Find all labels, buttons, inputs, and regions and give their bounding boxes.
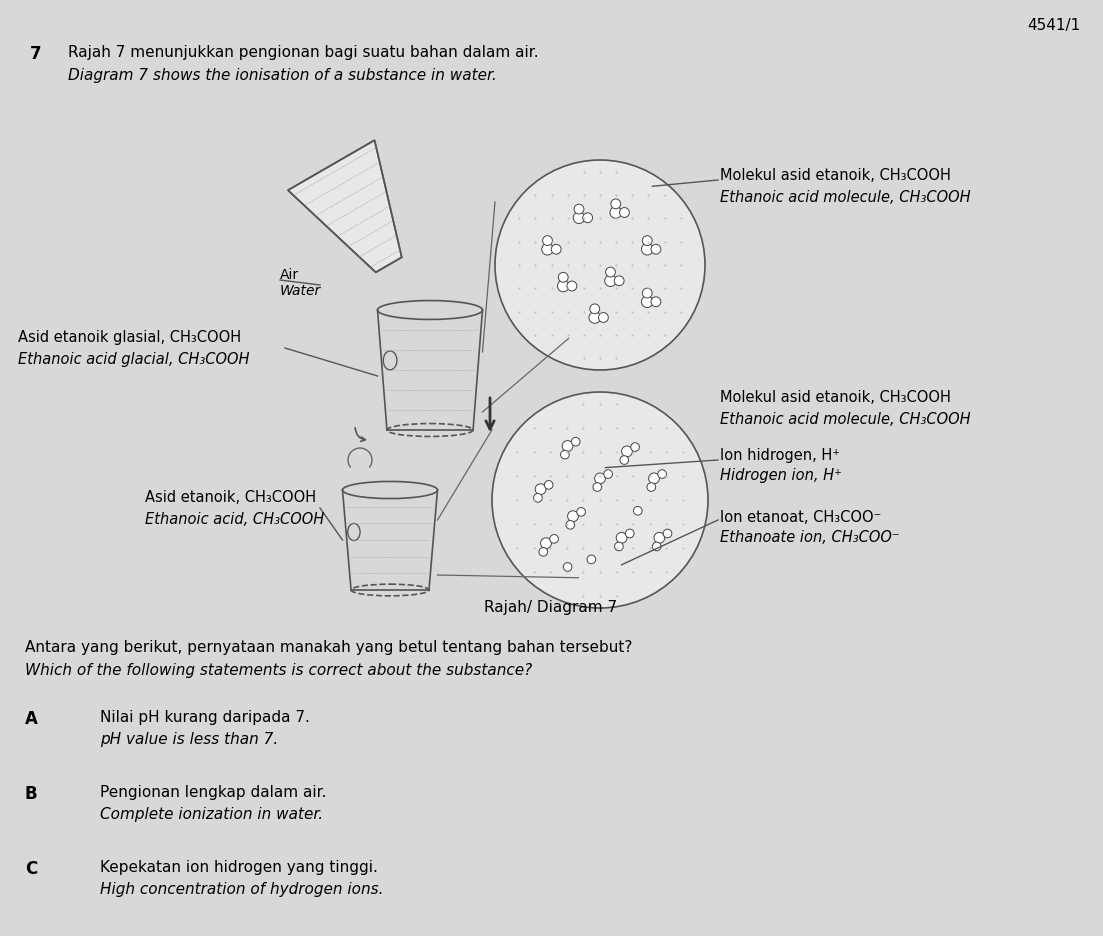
Text: Ethanoic acid glacial, CH₃COOH: Ethanoic acid glacial, CH₃COOH [18,352,249,367]
Text: Complete ionization in water.: Complete ionization in water. [100,807,323,822]
Text: Air: Air [280,268,299,282]
Text: Asid etanoik, CH₃COOH: Asid etanoik, CH₃COOH [144,490,317,505]
Circle shape [552,244,561,255]
Circle shape [603,470,612,478]
Circle shape [563,441,572,451]
Circle shape [642,236,652,245]
Circle shape [614,542,623,550]
Circle shape [535,484,546,494]
Text: Nilai pH kurang daripada 7.: Nilai pH kurang daripada 7. [100,710,310,725]
Circle shape [657,470,666,478]
Circle shape [558,272,568,283]
Text: Water: Water [280,284,321,298]
Circle shape [651,244,661,255]
Circle shape [620,456,629,464]
Text: Molekul asid etanoik, CH₃COOH: Molekul asid etanoik, CH₃COOH [720,390,951,405]
Circle shape [614,276,624,285]
Circle shape [590,304,600,314]
Circle shape [492,392,708,608]
Text: pH value is less than 7.: pH value is less than 7. [100,732,278,747]
Circle shape [540,538,552,548]
Circle shape [654,533,665,543]
Circle shape [574,204,583,214]
Circle shape [543,236,553,245]
Circle shape [534,493,543,502]
Circle shape [587,555,596,563]
Ellipse shape [383,351,397,370]
Circle shape [568,511,578,521]
Circle shape [642,288,652,298]
Circle shape [642,243,653,255]
Circle shape [651,297,661,307]
Circle shape [652,542,661,550]
Text: Diagram 7 shows the ionisation of a substance in water.: Diagram 7 shows the ionisation of a subs… [68,68,496,83]
Circle shape [625,529,634,538]
Circle shape [545,480,553,490]
Circle shape [539,548,547,556]
Text: 7: 7 [30,45,42,63]
Circle shape [542,243,554,255]
Text: Asid etanoik glasial, CH₃COOH: Asid etanoik glasial, CH₃COOH [18,330,242,345]
Text: Hidrogen ion, H⁺: Hidrogen ion, H⁺ [720,468,842,483]
Circle shape [633,506,642,515]
Text: 4541/1: 4541/1 [1027,18,1080,33]
Text: Ethanoic acid molecule, CH₃COOH: Ethanoic acid molecule, CH₃COOH [720,190,971,205]
Circle shape [606,267,615,277]
Text: A: A [25,710,38,728]
Circle shape [611,199,621,209]
Circle shape [549,534,558,543]
Circle shape [595,473,606,484]
Text: Ion hidrogen, H⁺: Ion hidrogen, H⁺ [720,448,840,463]
Text: Pengionan lengkap dalam air.: Pengionan lengkap dalam air. [100,785,326,800]
Circle shape [642,296,653,308]
Circle shape [599,313,609,322]
Polygon shape [288,140,401,272]
Circle shape [617,533,627,543]
Circle shape [647,483,655,491]
Circle shape [622,446,632,457]
Circle shape [649,473,660,484]
Circle shape [610,207,621,218]
Circle shape [631,443,640,451]
Circle shape [571,437,580,446]
Text: Antara yang berikut, pernyataan manakah yang betul tentang bahan tersebut?: Antara yang berikut, pernyataan manakah … [25,640,632,655]
Circle shape [593,483,601,491]
Circle shape [566,520,575,529]
Text: Which of the following statements is correct about the substance?: Which of the following statements is cor… [25,663,533,678]
Text: High concentration of hydrogen ions.: High concentration of hydrogen ions. [100,882,384,897]
Text: B: B [25,785,38,803]
Circle shape [604,275,617,286]
Text: Rajah 7 menunjukkan pengionan bagi suatu bahan dalam air.: Rajah 7 menunjukkan pengionan bagi suatu… [68,45,538,60]
Text: Ethanoate ion, CH₃COO⁻: Ethanoate ion, CH₃COO⁻ [720,530,900,545]
Ellipse shape [347,523,360,541]
Text: Kepekatan ion hidrogen yang tinggi.: Kepekatan ion hidrogen yang tinggi. [100,860,378,875]
Circle shape [577,507,586,516]
Circle shape [557,280,569,292]
Text: Rajah/ Diagram 7: Rajah/ Diagram 7 [484,600,618,615]
Circle shape [663,529,672,538]
Circle shape [574,212,585,224]
Circle shape [564,563,572,571]
Circle shape [495,160,705,370]
Text: Ethanoic acid molecule, CH₃COOH: Ethanoic acid molecule, CH₃COOH [720,412,971,427]
Circle shape [567,281,577,291]
Circle shape [582,212,592,223]
Circle shape [560,450,569,459]
Text: Molekul asid etanoik, CH₃COOH: Molekul asid etanoik, CH₃COOH [720,168,951,183]
Circle shape [589,312,600,323]
Text: Ethanoic acid, CH₃COOH: Ethanoic acid, CH₃COOH [144,512,324,527]
Text: C: C [25,860,38,878]
Text: Ion etanoat, CH₃COO⁻: Ion etanoat, CH₃COO⁻ [720,510,881,525]
Circle shape [620,208,630,217]
